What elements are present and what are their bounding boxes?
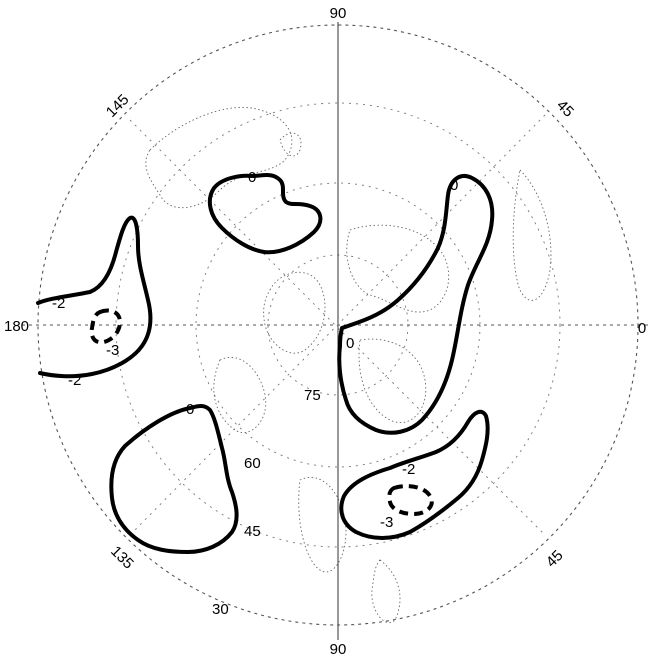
coastline-d xyxy=(213,357,267,433)
lon-label-top: 90 xyxy=(330,5,347,22)
contours-minus3 xyxy=(89,308,434,517)
contour-minus2-left xyxy=(36,215,153,379)
meridian-grid xyxy=(22,22,650,640)
coastline-e xyxy=(358,338,427,424)
contour-zero-right xyxy=(337,174,495,435)
lon-label-right: 0 xyxy=(638,320,646,337)
coastline-c xyxy=(263,271,326,354)
contour-label-right-minus3: -3 xyxy=(380,514,393,531)
lon-label-lower-left: 135 xyxy=(107,543,137,573)
coastline-h xyxy=(371,559,401,623)
latitude-labels: 75 60 45 30 xyxy=(212,387,321,618)
lat-label-30: 30 xyxy=(212,601,229,618)
contour-label-left-minus3: -3 xyxy=(106,342,119,359)
contour-label-center: 0 xyxy=(346,335,354,352)
latitude-circle-45 xyxy=(115,102,561,548)
contour-label-right-upper: 0 xyxy=(450,177,458,194)
contour-label-north: 0 xyxy=(248,169,256,186)
lon-label-upper-left: 145 xyxy=(103,91,133,121)
coastline-i xyxy=(279,132,302,157)
contour-label-left-minus2-upper: -2 xyxy=(52,295,65,312)
coastline-a xyxy=(145,106,293,209)
meridian-diag-b xyxy=(129,114,546,536)
longitude-labels: 90 90 180 0 145 45 135 45 xyxy=(4,5,646,657)
lat-label-60: 60 xyxy=(244,455,261,472)
contour-zero-north xyxy=(207,173,323,255)
lat-label-45: 45 xyxy=(244,523,261,540)
contour-minus2-right xyxy=(339,409,490,540)
coastlines xyxy=(145,106,552,623)
lon-label-upper-right: 45 xyxy=(553,97,577,121)
lon-label-bottom: 90 xyxy=(330,641,347,657)
coastline-g xyxy=(512,169,552,301)
coastline-f xyxy=(298,476,347,573)
contour-label-right-minus2: -2 xyxy=(402,461,415,478)
contours-zero xyxy=(109,173,495,554)
contour-minus3-right xyxy=(387,484,434,517)
contour-zero-lower-left xyxy=(109,404,239,554)
contour-label-left-minus2-lower: -2 xyxy=(68,372,81,389)
contours-minus2 xyxy=(36,215,490,540)
contour-minus3-left xyxy=(89,308,123,345)
lat-label-75: 75 xyxy=(304,387,321,404)
lon-label-lower-right: 45 xyxy=(543,547,567,571)
contour-labels: 0 0 0 0 -2 -2 -3 -2 -3 xyxy=(52,169,458,531)
lon-label-left: 180 xyxy=(4,318,29,335)
contour-label-lower-left: 0 xyxy=(186,401,194,418)
